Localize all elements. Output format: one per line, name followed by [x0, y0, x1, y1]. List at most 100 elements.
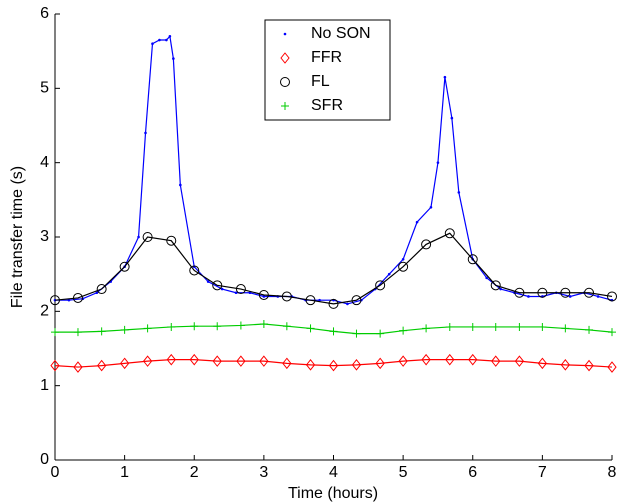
marker: [167, 322, 176, 331]
marker: [329, 327, 338, 336]
marker: [236, 321, 245, 330]
marker: [491, 322, 500, 331]
y-tick-label: 6: [40, 5, 49, 22]
marker: [429, 205, 433, 209]
marker: [351, 359, 362, 371]
marker: [168, 35, 172, 38]
y-tick-label: 5: [40, 80, 49, 97]
marker: [398, 355, 408, 367]
marker: [67, 298, 71, 302]
marker: [258, 289, 269, 300]
marker: [401, 258, 405, 261]
marker: [280, 77, 290, 87]
marker: [445, 322, 454, 331]
marker: [584, 287, 595, 298]
marker: [212, 355, 222, 367]
marker: [158, 38, 161, 42]
marker: [206, 280, 210, 283]
marker: [399, 326, 408, 335]
marker: [97, 359, 107, 372]
marker: [235, 284, 246, 295]
marker: [398, 261, 409, 272]
marker: [351, 295, 362, 306]
y-tick-label: 3: [40, 228, 49, 245]
marker: [560, 359, 570, 371]
marker: [305, 295, 316, 306]
marker: [491, 355, 501, 367]
marker: [281, 102, 289, 110]
marker: [189, 265, 200, 276]
marker: [120, 325, 129, 334]
x-tick-label: 6: [468, 464, 477, 481]
legend-label: SFR: [311, 97, 343, 114]
marker: [608, 328, 616, 337]
y-tick-label: 4: [40, 154, 49, 171]
x-tick-label: 2: [190, 464, 199, 481]
marker: [142, 232, 153, 242]
series-line: [54, 359, 613, 368]
legend-label: FFR: [311, 49, 342, 66]
marker: [515, 322, 524, 331]
marker: [560, 287, 571, 298]
marker: [387, 272, 391, 276]
marker: [119, 261, 130, 272]
marker: [50, 359, 60, 372]
marker: [236, 355, 246, 367]
marker: [485, 276, 488, 280]
marker: [537, 357, 548, 370]
marker: [318, 298, 321, 302]
marker: [213, 322, 222, 331]
marker: [144, 131, 147, 135]
marker: [73, 361, 83, 373]
marker: [346, 302, 349, 306]
marker: [212, 280, 223, 291]
x-tick-label: 5: [399, 464, 408, 481]
marker: [179, 183, 182, 187]
marker: [421, 239, 432, 250]
marker: [561, 324, 570, 333]
legend-label: No SON: [311, 25, 371, 42]
marker: [328, 298, 339, 309]
marker: [51, 328, 59, 337]
x-tick-label: 7: [538, 464, 547, 481]
marker: [607, 291, 617, 302]
marker: [514, 287, 525, 298]
x-tick-label: 4: [329, 464, 338, 481]
marker: [467, 254, 478, 265]
marker: [306, 324, 315, 333]
x-axis-label: Time (hours): [288, 485, 378, 502]
marker: [280, 52, 290, 64]
marker: [281, 291, 292, 302]
marker: [584, 359, 594, 372]
marker: [282, 357, 292, 370]
marker: [421, 353, 431, 366]
marker: [220, 287, 224, 291]
marker: [143, 324, 152, 333]
marker: [97, 327, 106, 336]
marker: [137, 235, 140, 239]
series-line: [54, 232, 613, 305]
marker: [96, 284, 107, 295]
marker: [151, 42, 154, 46]
marker: [142, 355, 153, 367]
marker: [95, 291, 99, 295]
legend-label: FL: [311, 73, 330, 90]
marker: [119, 357, 130, 370]
marker: [527, 295, 530, 298]
marker: [537, 287, 548, 298]
marker: [190, 322, 199, 331]
marker: [352, 329, 361, 338]
x-tick-label: 1: [120, 464, 129, 481]
y-tick-label: 1: [40, 377, 49, 394]
y-tick-label: 2: [40, 303, 49, 320]
marker: [415, 220, 419, 224]
x-tick-label: 0: [51, 464, 60, 481]
marker: [568, 295, 572, 298]
y-tick-label: 0: [40, 451, 49, 468]
marker: [166, 235, 177, 246]
marker: [259, 355, 269, 367]
marker: [375, 357, 385, 370]
marker: [234, 291, 238, 295]
marker: [189, 353, 199, 366]
